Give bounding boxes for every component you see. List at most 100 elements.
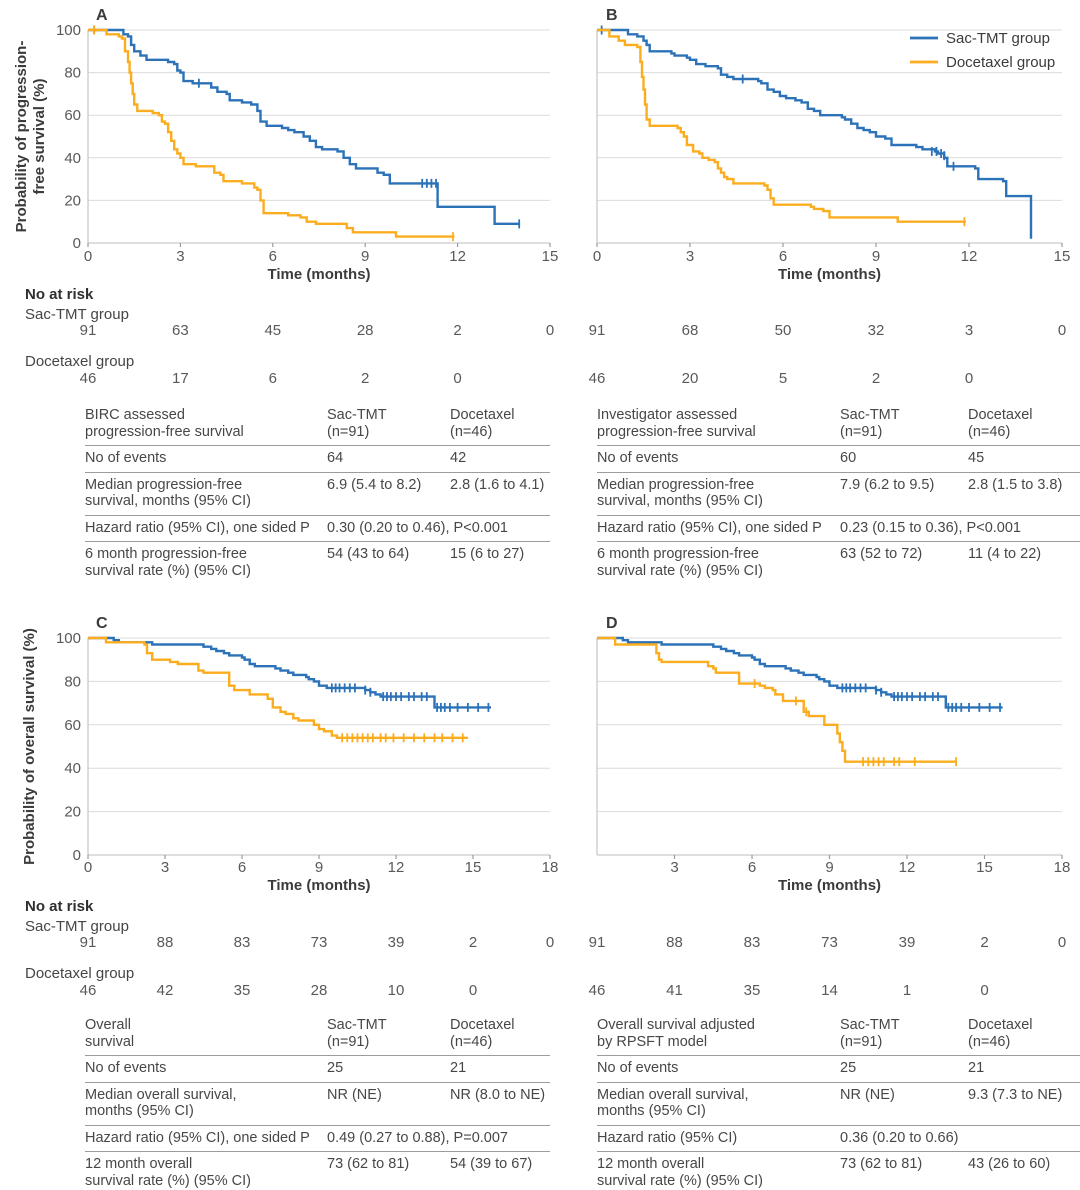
km-curve <box>88 636 491 709</box>
stats-row-sac-value: 7.9 (6.2 to 9.5) <box>840 472 968 516</box>
risk-count: 83 <box>743 934 761 951</box>
stats-header-row: Overall survival Sac-TMT (n=91) Docetaxel … <box>85 1013 550 1057</box>
stats-row-sac-value: NR (NE) <box>840 1082 968 1126</box>
stats-row-doc-value: 21 <box>450 1055 550 1083</box>
risk-count: 46 <box>588 982 606 999</box>
risk-count: 0 <box>545 322 555 339</box>
risk-count: 45 <box>264 322 282 339</box>
risk-group-sac-label-top: Sac-TMT group <box>25 306 129 323</box>
y-tick-label: 0 <box>73 235 81 252</box>
stats-row-label: 6 month progression-free survival rate (… <box>597 546 763 579</box>
stats-row-label: 12 month overall survival rate (%) (95% … <box>597 1156 763 1189</box>
risk-count: 28 <box>310 982 328 999</box>
stats-row-label: Hazard ratio (95% CI), one sided P <box>85 1125 327 1153</box>
x-axis-title: Time (months) <box>267 877 370 894</box>
panel-letter: D <box>606 615 618 632</box>
stats-table-c: Overall survival Sac-TMT (n=91) Docetaxel … <box>85 1013 550 1190</box>
risk-count: 73 <box>821 934 838 951</box>
risk-count: 91 <box>79 934 97 951</box>
risk-count: 0 <box>1057 934 1067 951</box>
legend-label: Sac-TMT group <box>946 30 1050 47</box>
risk-count: 2 <box>453 322 462 339</box>
stats-row-label: Hazard ratio (95% CI), one sided P <box>85 515 327 543</box>
risk-group-sac-label-bottom: Sac-TMT group <box>25 918 129 935</box>
risk-count: 46 <box>79 370 97 387</box>
stats-row-label: No of events <box>85 445 327 473</box>
stats-row-span-value: 0.36 (0.20 to 0.66) <box>840 1125 1080 1153</box>
risk-count: 39 <box>898 934 916 951</box>
x-tick-label: 15 <box>976 859 993 876</box>
stats-row-doc-value: 21 <box>968 1055 1080 1083</box>
stats-row-sac-value: 6.9 (5.4 to 8.2) <box>327 472 450 516</box>
x-tick-label: 3 <box>686 248 694 265</box>
x-tick-label: 12 <box>899 859 916 876</box>
risk-count: 91 <box>79 322 97 339</box>
x-tick-label: 0 <box>84 248 92 265</box>
no-at-risk-title-bottom: No at risk <box>25 898 94 915</box>
risk-count: 32 <box>867 322 885 339</box>
stats-row-doc-value: 2.8 (1.6 to 4.1) <box>450 472 550 516</box>
risk-count: 1 <box>902 982 912 999</box>
stats-row: 6 month progression-free survival rate (… <box>597 542 1080 585</box>
y-tick-label: 80 <box>64 65 81 82</box>
risk-count: 88 <box>666 934 683 951</box>
risk-count: 0 <box>964 370 974 387</box>
km-curve <box>597 636 1003 709</box>
risk-count: 35 <box>743 982 761 999</box>
stats-header-sac: Sac-TMT (n=91) <box>840 403 968 447</box>
x-tick-label: 6 <box>238 859 246 876</box>
x-tick-label: 18 <box>542 859 559 876</box>
stats-table-a: BIRC assessed progression-free survival S… <box>85 403 550 584</box>
risk-count: 0 <box>453 370 462 387</box>
stats-header-doc: Docetaxel (n=46) <box>450 1013 550 1057</box>
stats-header-row: Investigator assessed progression-free s… <box>597 403 1080 447</box>
x-tick-label: 18 <box>1054 859 1071 876</box>
risk-count: 41 <box>666 982 683 999</box>
stats-row-label: No of events <box>597 1055 840 1083</box>
risk-count: 88 <box>156 934 174 951</box>
legend-label: Docetaxel group <box>946 54 1055 71</box>
stats-header-row: BIRC assessed progression-free survival S… <box>85 403 550 447</box>
y-axis-title: Probability of overall survival (%) <box>21 628 38 865</box>
risk-count: 6 <box>268 370 277 387</box>
x-tick-label: 6 <box>779 248 787 265</box>
stats-row-sac-value: 54 (43 to 64) <box>327 546 410 563</box>
risk-count: 14 <box>821 982 838 999</box>
stats-row: Hazard ratio (95% CI) 0.36 (0.20 to 0.66) <box>597 1125 1080 1153</box>
stats-row: Median progression-free survival, months… <box>597 472 1080 516</box>
x-tick-label: 6 <box>748 859 756 876</box>
y-tick-label: 60 <box>64 717 81 734</box>
stats-header-sac: Sac-TMT (n=91) <box>327 1013 450 1057</box>
stats-row-sac-value: 73 (62 to 81) <box>840 1156 923 1173</box>
stats-row-doc-value: 43 (26 to 60) <box>968 1156 1051 1173</box>
stats-row-doc-value: 15 (6 to 27) <box>450 546 525 563</box>
stats-row: Median overall survival, months (95% CI)… <box>597 1082 1080 1126</box>
stats-row: Hazard ratio (95% CI), one sided P 0.49 (… <box>85 1125 550 1153</box>
panel-letter: B <box>606 7 618 24</box>
risk-count: 2 <box>871 370 881 387</box>
y-axis-title: free survival (%) <box>31 79 48 195</box>
stats-row: Median overall survival, months (95% CI)… <box>85 1082 550 1126</box>
risk-count: 46 <box>79 982 97 999</box>
x-tick-label: 9 <box>361 248 369 265</box>
stats-row-doc-value: 45 <box>968 445 1080 473</box>
x-tick-label: 3 <box>670 859 678 876</box>
risk-count: 2 <box>361 370 370 387</box>
stats-row-label: Median progression-free survival, months… <box>85 472 327 516</box>
x-tick-label: 9 <box>825 859 833 876</box>
stats-table-b: Investigator assessed progression-free s… <box>597 403 1080 584</box>
stats-row-label: Median progression-free survival, months… <box>597 472 840 516</box>
panel-letter: C <box>96 615 108 632</box>
x-tick-label: 0 <box>593 248 601 265</box>
stats-row-sac-value: 64 <box>327 445 450 473</box>
stats-row: Median progression-free survival, months… <box>85 472 550 516</box>
stats-header-sac: Sac-TMT (n=91) <box>327 403 450 447</box>
stats-row-doc-value: 2.8 (1.5 to 3.8) <box>968 472 1080 516</box>
stats-row-sac-value: 25 <box>840 1055 968 1083</box>
stats-row-label: 12 month overall survival rate (%) (95% … <box>85 1156 251 1189</box>
x-tick-label: 3 <box>176 248 184 265</box>
stats-row-label: 6 month progression-free survival rate (… <box>85 546 251 579</box>
stats-row-doc-value: 9.3 (7.3 to NE) <box>968 1082 1080 1126</box>
no-at-risk-title-top: No at risk <box>25 286 94 303</box>
